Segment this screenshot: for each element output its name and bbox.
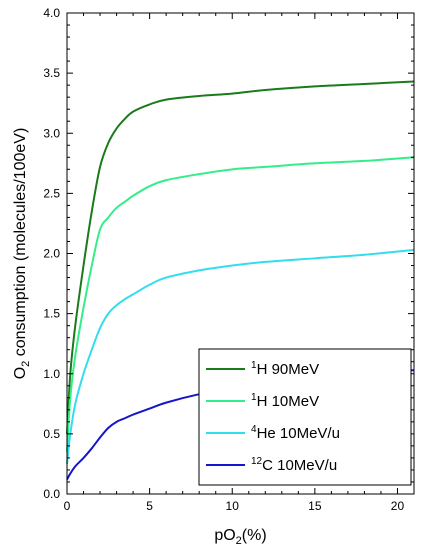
x-axis-title-rest: (%) [242, 527, 267, 544]
y-tick-label: 1.0 [43, 367, 60, 381]
x-tick-label: 10 [226, 499, 240, 513]
legend-label-sup-0: 1 [251, 360, 257, 371]
legend-label-text-3: C 10MeV/u [262, 457, 337, 474]
legend-label-2: 4He 10MeV/u [251, 424, 340, 442]
y-axis-title: O2 consumption (molecules/100eV) [12, 128, 32, 380]
x-axis: 0 5 10 15 20 [64, 13, 405, 513]
legend-label-3: 12C 10MeV/u [251, 456, 337, 474]
legend-box [198, 348, 412, 486]
y-tick-label: 3.0 [43, 126, 60, 140]
y-axis: 0.0 0.5 1.0 1.5 2.0 2.5 3.0 3.5 4.0 [43, 6, 414, 501]
y-tick-label: 0.0 [43, 487, 60, 501]
y-tick-label: 2.0 [43, 247, 60, 261]
series-line-0 [66, 80, 415, 434]
y-axis-title-sub: 2 [20, 361, 32, 367]
x-axis-title: pO2(%) [214, 527, 266, 547]
series-line-2 [66, 248, 415, 465]
legend-label-1: 1H 10MeV [251, 392, 319, 410]
y-axis-title-main: O [12, 367, 29, 379]
x-tick-label: 5 [146, 499, 153, 513]
y-tick-label: 2.5 [43, 186, 60, 200]
series-line-1 [66, 156, 415, 452]
y-tick-label: 1.5 [43, 307, 60, 321]
legend-label-text-0: H 90MeV [257, 361, 320, 378]
y-tick-label: 4.0 [43, 6, 60, 20]
x-tick-label: 15 [308, 499, 322, 513]
legend-label-0: 1H 90MeV [251, 360, 319, 378]
x-axis-title-main: pO [214, 527, 235, 544]
legend-label-text-2: He 10MeV/u [257, 425, 340, 442]
x-tick-label: 20 [391, 499, 405, 513]
legend-label-sup-1: 1 [251, 392, 257, 403]
x-tick-label: 0 [64, 499, 71, 513]
legend-label-text-1: H 10MeV [257, 393, 320, 410]
y-axis-title-rest: consumption (molecules/100eV) [12, 128, 29, 361]
x-axis-title-sub: 2 [236, 535, 242, 547]
legend-label-sup-3: 12 [251, 456, 263, 467]
y-tick-label: 3.5 [43, 66, 60, 80]
legend-label-sup-2: 4 [251, 424, 257, 435]
y-tick-label: 0.5 [43, 427, 60, 441]
